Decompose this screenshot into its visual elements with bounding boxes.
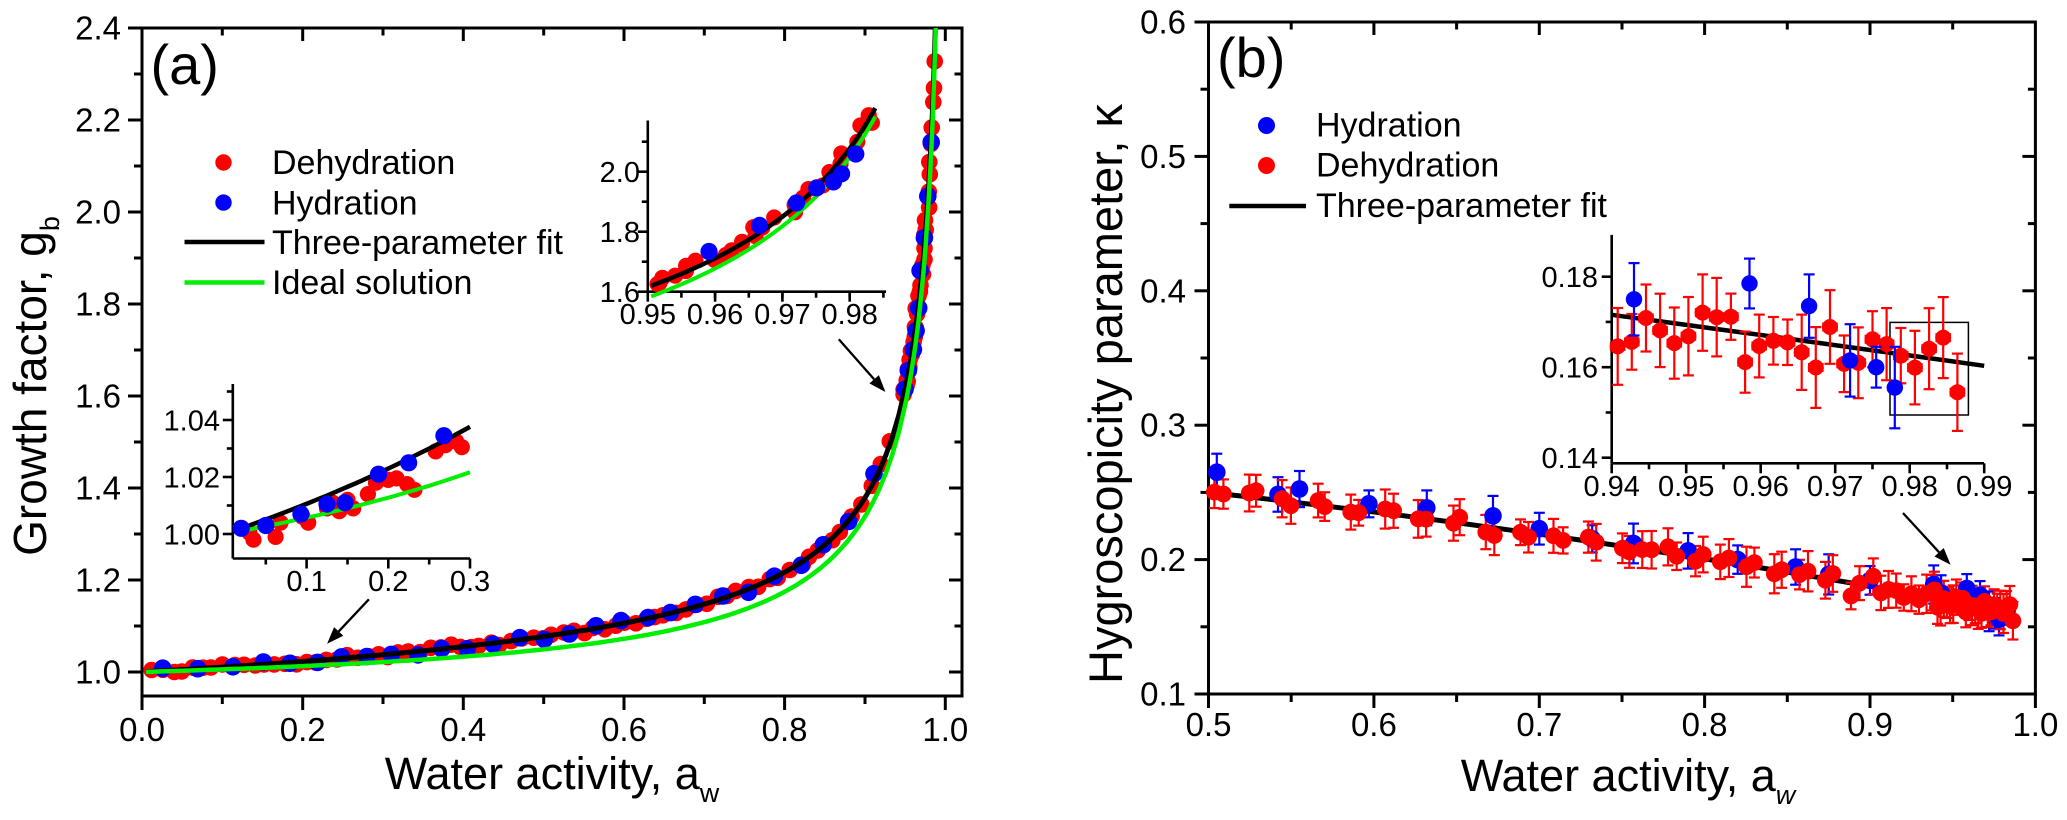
svg-text:0.1: 0.1	[1140, 676, 1186, 713]
svg-text:2.0: 2.0	[600, 157, 640, 189]
svg-text:Hydration: Hydration	[272, 185, 418, 223]
svg-text:0.9: 0.9	[1847, 706, 1893, 743]
svg-text:0.2: 0.2	[1140, 541, 1186, 578]
svg-text:0.97: 0.97	[1807, 471, 1863, 503]
svg-text:0.6: 0.6	[1351, 706, 1397, 743]
svg-text:2.0: 2.0	[75, 194, 121, 231]
svg-text:0.7: 0.7	[1516, 706, 1562, 743]
svg-text:Water activity, aw: Water activity, aw	[1461, 750, 1797, 810]
svg-text:Dehydration: Dehydration	[1316, 147, 1499, 185]
svg-text:0.95: 0.95	[1658, 471, 1714, 503]
svg-text:0.18: 0.18	[1542, 262, 1598, 294]
svg-text:0.3: 0.3	[1140, 407, 1186, 444]
svg-text:Water activity, aw: Water activity, aw	[385, 748, 720, 808]
svg-text:0.4: 0.4	[440, 711, 486, 748]
svg-text:2.2: 2.2	[75, 102, 121, 139]
svg-text:Hygroscopicity parameter, κ: Hygroscopicity parameter, κ	[1079, 104, 1132, 684]
svg-text:0.99: 0.99	[1956, 471, 2012, 503]
svg-text:0.6: 0.6	[601, 711, 647, 748]
svg-text:Hydration: Hydration	[1316, 107, 1462, 145]
svg-text:1.2: 1.2	[75, 562, 121, 599]
svg-text:(a): (a)	[151, 33, 219, 96]
svg-text:0.4: 0.4	[1140, 272, 1186, 309]
svg-text:0.95: 0.95	[620, 299, 676, 331]
svg-text:1.00: 1.00	[164, 520, 220, 552]
svg-text:0.97: 0.97	[754, 299, 810, 331]
svg-text:1.4: 1.4	[75, 470, 121, 507]
svg-text:0.16: 0.16	[1542, 353, 1598, 385]
svg-text:0.96: 0.96	[687, 299, 743, 331]
svg-text:0.3: 0.3	[450, 566, 490, 598]
svg-text:0.2: 0.2	[368, 566, 408, 598]
svg-text:Ideal solution: Ideal solution	[272, 264, 472, 302]
svg-text:(b): (b)	[1217, 26, 1285, 89]
svg-text:0.6: 0.6	[1140, 4, 1186, 41]
svg-text:1.6: 1.6	[75, 378, 121, 415]
svg-text:0.5: 0.5	[1186, 706, 1232, 743]
svg-text:0.8: 0.8	[762, 711, 808, 748]
svg-text:1.0: 1.0	[75, 654, 121, 691]
svg-text:0.14: 0.14	[1542, 443, 1598, 475]
svg-text:1.6: 1.6	[600, 277, 640, 309]
svg-text:0.1: 0.1	[286, 566, 326, 598]
svg-text:0.5: 0.5	[1140, 138, 1186, 175]
svg-text:0.96: 0.96	[1732, 471, 1788, 503]
svg-text:1.8: 1.8	[75, 286, 121, 323]
svg-text:0.8: 0.8	[1682, 706, 1728, 743]
svg-text:1.02: 1.02	[164, 463, 220, 495]
svg-text:0.98: 0.98	[1881, 471, 1937, 503]
svg-text:0.98: 0.98	[821, 299, 877, 331]
svg-text:0.94: 0.94	[1583, 471, 1639, 503]
svg-text:1.0: 1.0	[2012, 706, 2058, 743]
svg-text:2.4: 2.4	[75, 10, 121, 47]
svg-text:0.0: 0.0	[119, 711, 165, 748]
svg-text:Three-parameter fit: Three-parameter fit	[272, 224, 564, 262]
svg-text:1.04: 1.04	[164, 406, 220, 438]
svg-text:Dehydration: Dehydration	[272, 144, 455, 182]
svg-text:1.0: 1.0	[922, 711, 968, 748]
svg-text:Growth factor, gb: Growth factor, gb	[4, 216, 65, 556]
svg-text:0.2: 0.2	[280, 711, 326, 748]
svg-text:1.8: 1.8	[600, 217, 640, 249]
svg-text:Three-parameter fit: Three-parameter fit	[1316, 187, 1608, 225]
